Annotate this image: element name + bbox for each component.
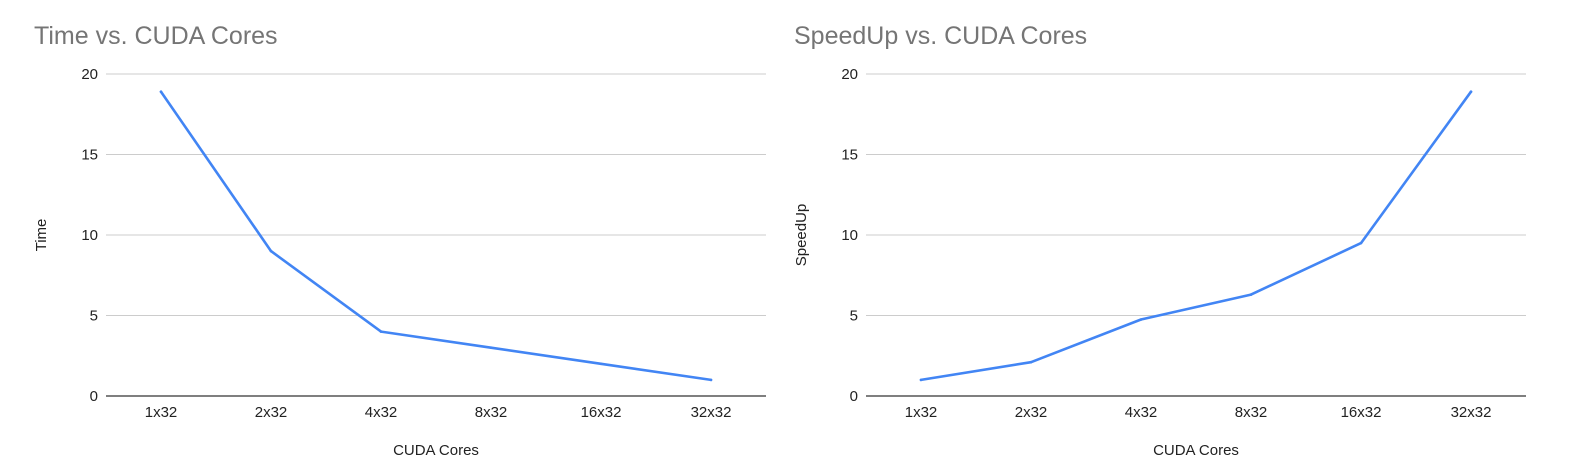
series-line [919,90,1473,382]
x-tick-label: 2x32 [255,404,288,421]
x-axis-title: CUDA Cores [1153,442,1239,459]
x-tick-label: 16x32 [1341,404,1382,421]
y-tick-label: 5 [850,308,858,325]
y-tick-label: 15 [841,147,858,164]
data-point [919,378,923,382]
y-tick-label: 10 [81,227,98,244]
data-point [709,378,713,382]
series-line [159,90,713,382]
x-tick-label: 1x32 [905,404,938,421]
x-tick-label: 4x32 [365,404,398,421]
data-point [1469,90,1473,94]
x-tick-label: 2x32 [1015,404,1048,421]
time-chart: Time vs. CUDA Cores 0 5 10 15 20 1x32 2x32 4x32… [0,0,780,472]
data-point [269,249,273,253]
speedup-chart: SpeedUp vs. CUDA Cores 0 5 10 15 20 1x32 2x32 4… [760,0,1540,472]
x-axis-title: CUDA Cores [393,442,479,459]
chart-title: Time vs. CUDA Cores [34,22,278,50]
y-tick-label: 5 [90,308,98,325]
x-tick-label: 8x32 [1235,404,1268,421]
y-tick-label: 10 [841,227,858,244]
x-tick-label: 32x32 [691,404,732,421]
y-tick-label: 20 [81,66,98,83]
data-point [489,346,493,350]
data-point [599,362,603,366]
y-axis-title: Time [33,219,50,252]
y-tick-label: 20 [841,66,858,83]
data-point [1139,318,1143,321]
y-tick-label: 15 [81,147,98,164]
data-point [1359,241,1363,245]
data-point [1249,293,1253,296]
speedup-plot: 0 5 10 15 20 1x32 2x32 4x32 8x32 16x32 32x32 CUDA C… [793,66,1526,459]
y-axis-title: SpeedUp [793,204,810,267]
x-tick-label: 4x32 [1125,404,1158,421]
x-tick-label: 32x32 [1451,404,1492,421]
x-tick-label: 8x32 [475,404,508,421]
y-tick-label: 0 [90,388,98,405]
x-tick-label: 16x32 [581,404,622,421]
chart-title: SpeedUp vs. CUDA Cores [794,22,1088,50]
x-tick-label: 1x32 [145,404,178,421]
y-tick-label: 0 [850,388,858,405]
data-point [379,330,383,333]
time-plot: 0 5 10 15 20 1x32 2x32 4x32 8x32 16x32 32x32 CUDA C… [33,66,766,459]
data-point [1029,360,1033,364]
data-point [159,90,163,94]
